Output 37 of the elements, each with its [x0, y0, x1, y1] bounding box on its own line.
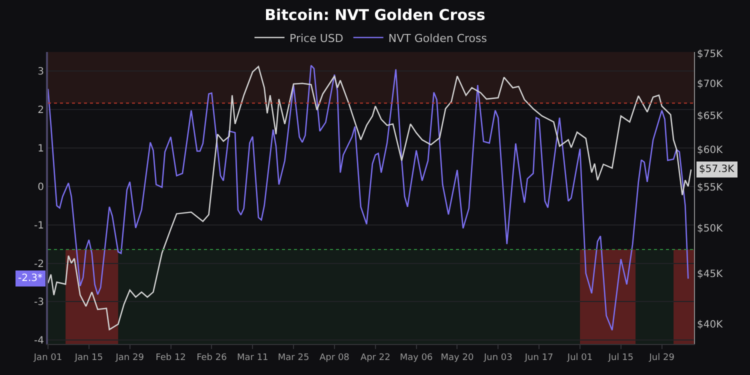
y2-tick-label: $40K [697, 320, 724, 331]
y-tick-label: -3 [34, 297, 44, 308]
x-tick-label: Jul 01 [566, 352, 593, 363]
y2-tick-label: $45K [697, 269, 724, 280]
y-tick-label: 0 [38, 182, 44, 193]
y2-tick-label: $65K [697, 110, 724, 122]
x-tick-label: Mar 11 [236, 352, 268, 363]
y2-tick-label: $70K [697, 78, 724, 90]
x-tick-label: Apr 22 [360, 352, 390, 363]
x-tick-label: May 06 [400, 352, 434, 363]
y-tick-label: 1 [38, 144, 44, 155]
y-tick-label: 3 [38, 66, 44, 78]
x-tick-label: Jul 15 [607, 352, 634, 363]
y-tick-label: -2 [34, 258, 44, 270]
x-tick-label: Jul 29 [648, 352, 675, 363]
x-tick-label: Feb 26 [196, 352, 228, 363]
y-tick-label: 2 [38, 105, 44, 116]
legend-label: NVT Golden Cross [388, 32, 488, 45]
x-tick-label: Jan 01 [32, 352, 62, 363]
text: $57.3K [699, 164, 735, 175]
x-tick-label: Apr 08 [320, 352, 350, 363]
x-tick-label: May 20 [440, 352, 474, 363]
y2-tick-label: $75K [697, 49, 724, 60]
x-tick-label: Jan 29 [114, 352, 144, 363]
x-tick-label: Jun 03 [482, 352, 512, 363]
y2-tick-label: $55K [697, 182, 724, 194]
x-tick-label: Jan 15 [74, 352, 104, 363]
chart-title: Bitcoin: NVT Golden Cross [264, 6, 486, 24]
x-tick-label: Jun 17 [524, 352, 554, 363]
y2-tick-label: $60K [697, 145, 724, 156]
x-tick-label: Mar 25 [278, 352, 310, 363]
y-tick-label: -4 [34, 336, 44, 347]
legend-label: Price USD [290, 32, 344, 45]
y2-tick-label: $50K [697, 224, 724, 235]
x-tick-label: Feb 12 [156, 352, 186, 363]
text: -2.3* [18, 273, 43, 284]
y-tick-label: -1 [34, 220, 44, 232]
